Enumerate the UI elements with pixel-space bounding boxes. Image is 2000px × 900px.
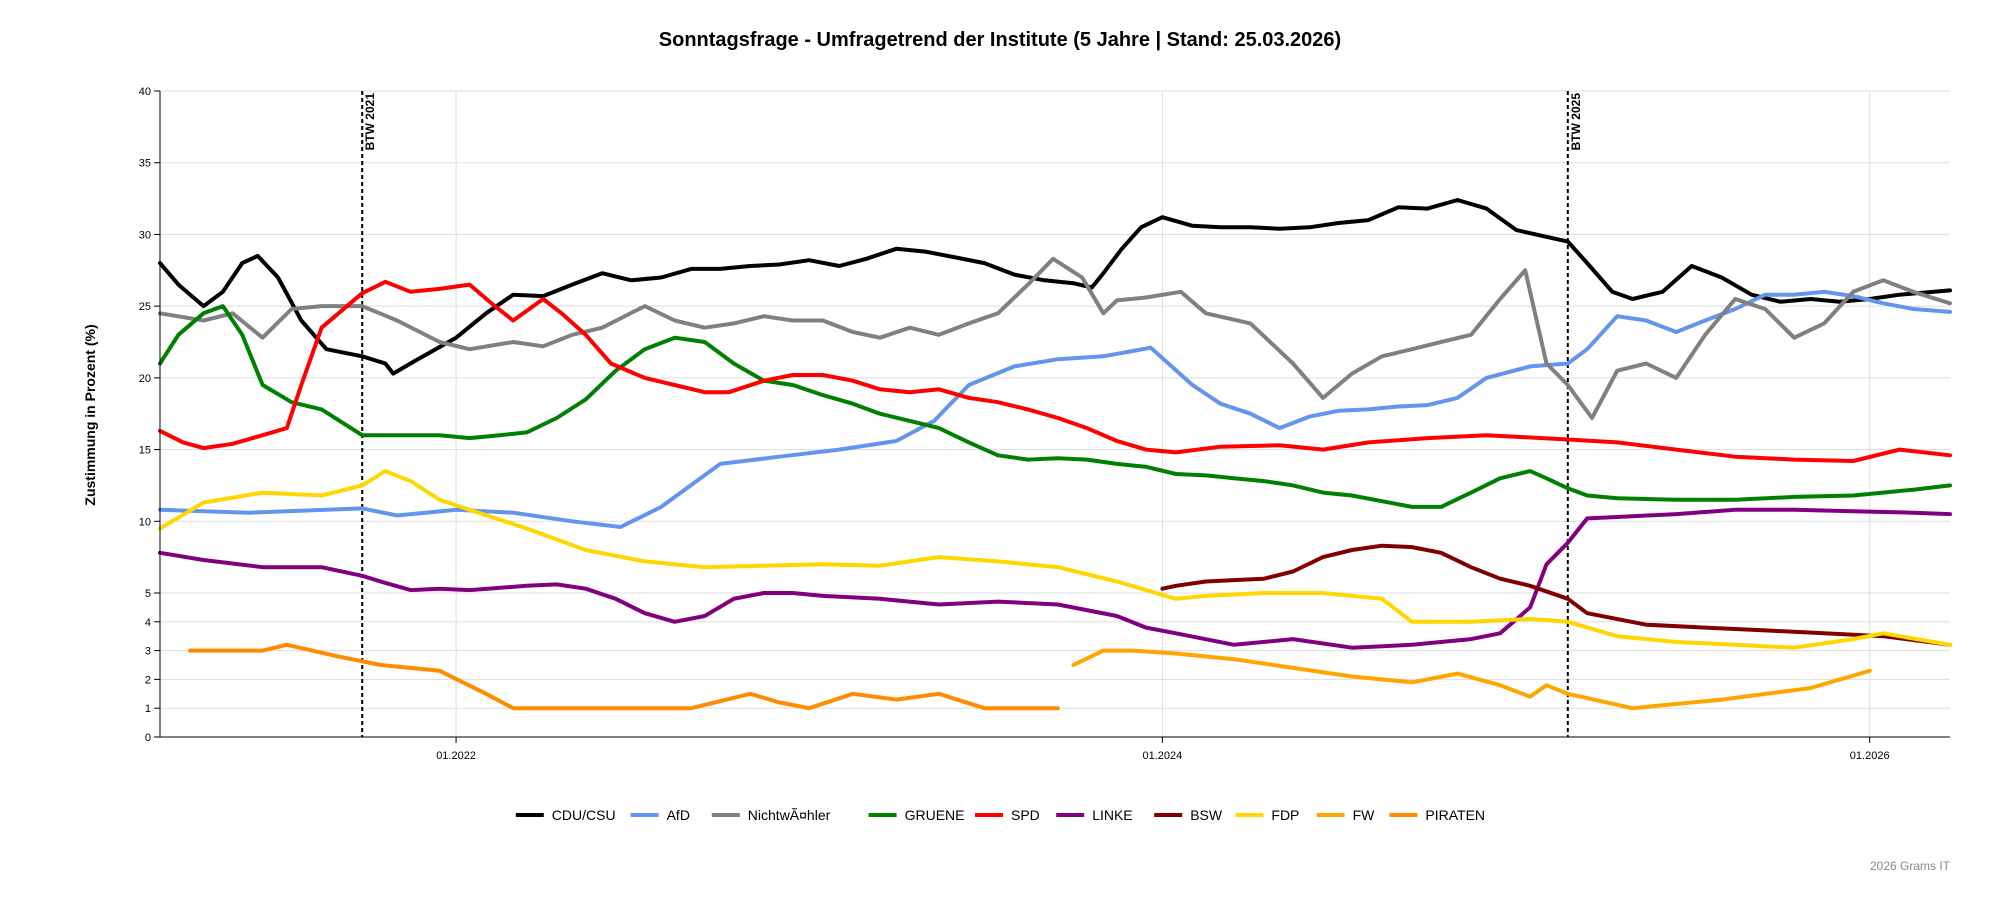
legend-item-linke[interactable]: LINKE bbox=[1056, 807, 1133, 823]
legend-item-bsw[interactable]: BSW bbox=[1154, 807, 1223, 823]
y-tick-label: 20 bbox=[139, 373, 151, 385]
legend-label: SPD bbox=[1011, 807, 1040, 823]
legend-label: GRUENE bbox=[905, 807, 965, 823]
legend-item-cdu-csu[interactable]: CDU/CSU bbox=[515, 807, 616, 823]
series-lines bbox=[158, 198, 1952, 711]
legend-label: NichtwÃ¤hler bbox=[748, 807, 831, 823]
y-tick-label: 10 bbox=[139, 516, 151, 528]
series-line-bsw bbox=[1160, 543, 1952, 647]
series-line-cdu-csu bbox=[158, 198, 1952, 376]
x-tick-label: 01.2024 bbox=[1143, 750, 1183, 762]
legend-label: CDU/CSU bbox=[552, 807, 616, 823]
legend: CDU/CSU AfD NichtwÃ¤hler GRUENE SPD LINKE BSW F… bbox=[515, 807, 1485, 823]
event-label: BTW 2025 bbox=[1569, 93, 1583, 151]
y-axis-label: Zustimmung in Prozent (%) bbox=[82, 324, 98, 505]
axes: 0 1 2 3 4 5 10 15 20 25 30 35 40 01.2022 01.2024 01.202… bbox=[139, 86, 1950, 762]
event-label: BTW 2021 bbox=[363, 93, 377, 151]
x-tick-label: 01.2022 bbox=[436, 750, 476, 762]
y-tick-label: 4 bbox=[145, 617, 151, 629]
series-line-linke bbox=[158, 507, 1952, 650]
events: BTW 2021 BTW 2025 bbox=[361, 91, 1583, 737]
series-line-nichtw-hler bbox=[158, 256, 1952, 420]
y-tick-label: 30 bbox=[139, 229, 151, 241]
legend-label: FW bbox=[1353, 807, 1376, 823]
legend-item-piraten[interactable]: PIRATEN bbox=[1389, 807, 1485, 823]
series-line-gruene bbox=[158, 304, 1952, 509]
legend-item-fdp[interactable]: FDP bbox=[1235, 807, 1299, 823]
legend-label: LINKE bbox=[1092, 807, 1132, 823]
legend-item-gruene[interactable]: GRUENE bbox=[868, 807, 965, 823]
legend-label: FDP bbox=[1271, 807, 1299, 823]
series-line-fdp bbox=[158, 469, 1952, 650]
series-line-fw bbox=[1071, 648, 1872, 711]
y-tick-label: 40 bbox=[139, 86, 151, 98]
legend-item-afd[interactable]: AfD bbox=[630, 807, 690, 823]
y-tick-label: 3 bbox=[145, 646, 151, 658]
grid bbox=[160, 90, 1950, 738]
series-line-spd bbox=[158, 279, 1952, 463]
y-tick-label: 25 bbox=[139, 301, 151, 313]
y-tick-label: 1 bbox=[145, 703, 151, 715]
chart-title: Sonntagsfrage - Umfragetrend der Institu… bbox=[659, 29, 1341, 51]
series-line-piraten bbox=[188, 642, 1060, 711]
y-tick-label: 0 bbox=[145, 732, 151, 744]
y-tick-label: 15 bbox=[139, 445, 151, 457]
legend-label: BSW bbox=[1190, 807, 1223, 823]
legend-label: AfD bbox=[667, 807, 690, 823]
y-tick-label: 5 bbox=[145, 588, 151, 600]
y-tick-label: 2 bbox=[145, 674, 151, 686]
legend-item-spd[interactable]: SPD bbox=[975, 807, 1040, 823]
x-tick-label: 01.2026 bbox=[1850, 750, 1890, 762]
credit-text: 2026 Grams IT bbox=[1870, 859, 1951, 873]
legend-label: PIRATEN bbox=[1425, 807, 1485, 823]
y-tick-label: 35 bbox=[139, 158, 151, 170]
legend-item-nichtw-hler[interactable]: NichtwÃ¤hler bbox=[711, 807, 831, 823]
legend-item-fw[interactable]: FW bbox=[1316, 807, 1376, 823]
